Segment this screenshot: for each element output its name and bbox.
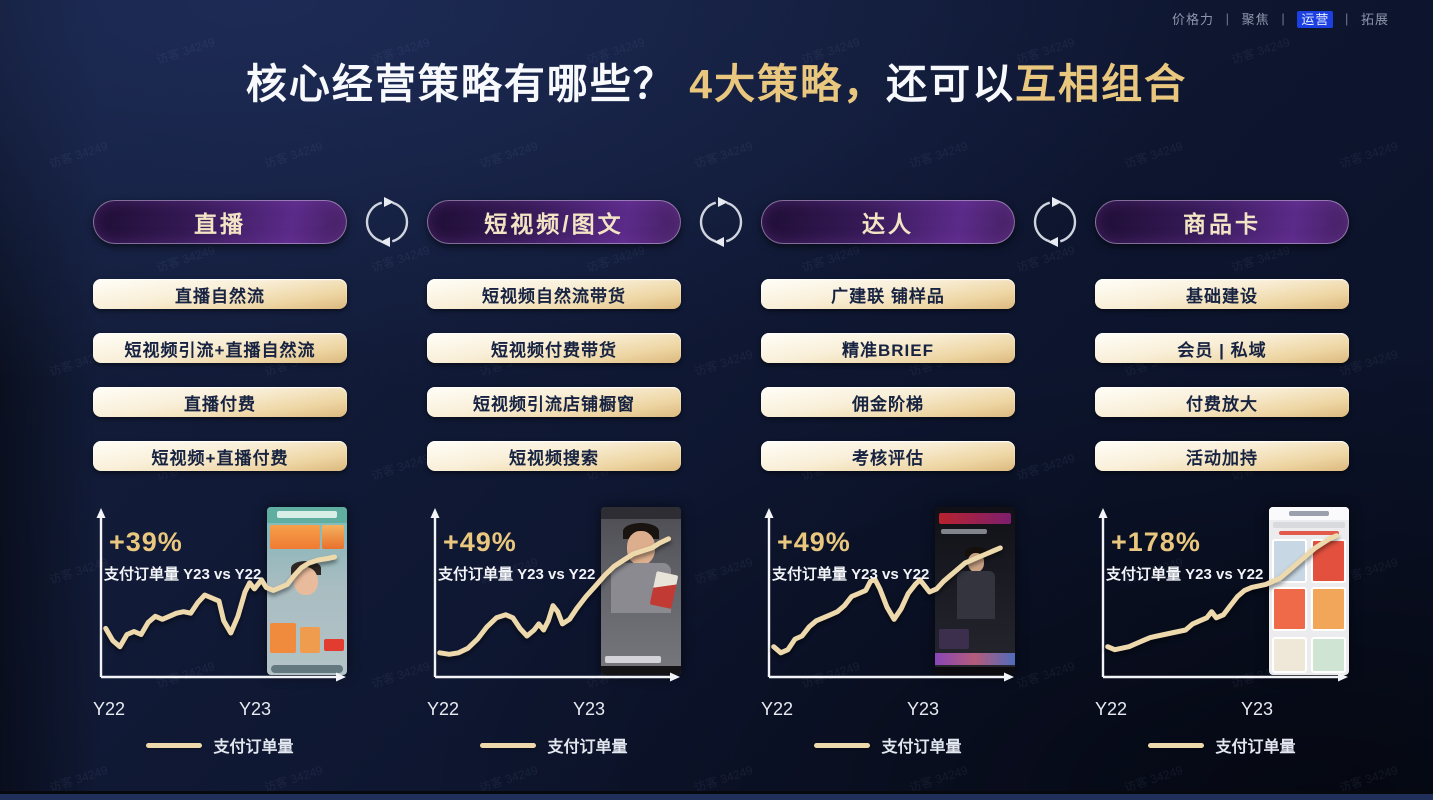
growth-chart-short-video: +49% 支付订单量 Y23 vs Y22 Y22 Y23 支付订单量: [427, 505, 681, 757]
growth-value: +178%: [1111, 527, 1201, 557]
line-chart: [96, 508, 346, 682]
chart-legend: 支付订单量: [93, 733, 347, 757]
strategy-button[interactable]: 短视频引流店铺橱窗: [427, 387, 681, 417]
legend-label: 支付订单量: [547, 739, 628, 756]
legend-label: 支付订单量: [1215, 739, 1296, 756]
nav-separator: |: [1225, 11, 1231, 26]
chart-subtitle: 支付订单量 Y23 vs Y22: [438, 566, 596, 583]
phone-screenshot-short-video: [601, 507, 681, 675]
title-segment: 核心经营策略有哪些？: [245, 61, 690, 107]
strategy-button[interactable]: 基础建设: [1095, 279, 1349, 309]
strategy-button[interactable]: 短视频引流+直播自然流: [93, 333, 347, 363]
growth-value: +39%: [109, 527, 183, 557]
strategy-button[interactable]: 直播付费: [93, 387, 347, 417]
legend-line-swatch: [1148, 742, 1205, 748]
column-header-short-video: 短视频/图文: [427, 200, 681, 244]
tick-y22: Y22: [1095, 699, 1128, 719]
growth-chart-live: +39% 支付订单量 Y23 vs Y22 Y22 Y23 支付订单量: [93, 505, 347, 757]
title-segment-highlight: 4大策略，: [689, 61, 887, 107]
title-segment-highlight: 互相组合: [1015, 61, 1188, 107]
growth-value: +49%: [777, 527, 851, 557]
chart-legend: 支付订单量: [427, 733, 681, 757]
legend-label: 支付订单量: [213, 739, 294, 756]
tick-y22: Y22: [761, 699, 794, 719]
column-product-card: 商品卡 基础建设 会员 | 私域 付费放大 活动加持 +178% 支付订单量 Y…: [1095, 200, 1349, 757]
column-header-live: 直播: [93, 200, 347, 244]
strategy-button[interactable]: 短视频自然流带货: [427, 279, 681, 309]
chart-subtitle: 支付订单量 Y23 vs Y22: [772, 566, 930, 583]
nav-item-expand[interactable]: 拓展: [1360, 12, 1389, 27]
phone-screenshot-influencer-live: [935, 507, 1015, 675]
tick-y23: Y23: [1241, 699, 1274, 719]
cycle-arrows-icon: [1033, 197, 1077, 247]
tick-y22: Y22: [427, 699, 460, 719]
nav-separator: |: [1344, 11, 1350, 26]
line-chart: [764, 508, 1014, 682]
chart-subtitle: 支付订单量 Y23 vs Y22: [1106, 566, 1264, 583]
tick-y23: Y23: [239, 699, 272, 719]
strategy-list: 直播自然流 短视频引流+直播自然流 直播付费 短视频+直播付费: [93, 279, 347, 471]
strategy-button[interactable]: 会员 | 私域: [1095, 333, 1349, 363]
column-live: 直播 直播自然流 短视频引流+直播自然流 直播付费 短视频+直播付费 +39% …: [93, 200, 347, 757]
legend-line-swatch: [480, 742, 537, 748]
section-nav: 价格力 | 聚焦 | 运营 | 拓展: [1172, 9, 1389, 28]
phone-screenshot-livestream: [267, 507, 347, 675]
nav-item-price[interactable]: 价格力: [1172, 12, 1215, 27]
cycle-arrows-icon: [699, 197, 743, 247]
legend-line-swatch: [146, 742, 203, 748]
strategy-button[interactable]: 佣金阶梯: [761, 387, 1015, 417]
tick-y23: Y23: [907, 699, 940, 719]
chart-subtitle: 支付订单量 Y23 vs Y22: [104, 566, 262, 583]
legend-line-swatch: [814, 742, 871, 748]
strategy-button[interactable]: 短视频付费带货: [427, 333, 681, 363]
phone-screenshot-product-feed: [1269, 507, 1349, 675]
strategy-button[interactable]: 短视频搜索: [427, 441, 681, 471]
legend-label: 支付订单量: [881, 739, 962, 756]
strategy-button[interactable]: 精准BRIEF: [761, 333, 1015, 363]
strategy-button[interactable]: 广建联 铺样品: [761, 279, 1015, 309]
strategy-button[interactable]: 短视频+直播付费: [93, 441, 347, 471]
column-short-video: 短视频/图文 短视频自然流带货 短视频付费带货 短视频引流店铺橱窗 短视频搜索 …: [427, 200, 681, 757]
growth-chart-influencer: +49% 支付订单量 Y23 vs Y22 Y22 Y23 支付订单量: [761, 505, 1015, 757]
nav-separator: |: [1281, 11, 1286, 26]
nav-item-focus[interactable]: 聚焦: [1241, 12, 1270, 27]
strategy-button[interactable]: 直播自然流: [93, 279, 347, 309]
strategy-button[interactable]: 考核评估: [761, 441, 1015, 471]
column-header-influencer: 达人: [761, 200, 1015, 244]
growth-chart-product-card: +178% 支付订单量 Y23 vs Y22 Y22 Y23 支付订单量: [1095, 505, 1349, 757]
cycle-arrows-icon: [365, 197, 409, 247]
nav-item-operation-active[interactable]: 运营: [1297, 11, 1334, 28]
line-chart: [430, 508, 680, 682]
column-influencer: 达人 广建联 铺样品 精准BRIEF 佣金阶梯 考核评估 +49% 支付订单量 …: [761, 200, 1015, 757]
strategy-list: 短视频自然流带货 短视频付费带货 短视频引流店铺橱窗 短视频搜索: [427, 279, 681, 471]
tick-y23: Y23: [573, 699, 606, 719]
chart-legend: 支付订单量: [1095, 733, 1349, 757]
strategy-button[interactable]: 付费放大: [1095, 387, 1349, 417]
growth-value: +49%: [443, 527, 517, 557]
strategy-list: 广建联 铺样品 精准BRIEF 佣金阶梯 考核评估: [761, 279, 1015, 471]
strategy-board: 直播 直播自然流 短视频引流+直播自然流 直播付费 短视频+直播付费 +39% …: [93, 197, 1349, 757]
chart-legend: 支付订单量: [761, 733, 1015, 757]
line-chart: [1098, 508, 1348, 682]
strategy-list: 基础建设 会员 | 私域 付费放大 活动加持: [1095, 279, 1349, 471]
strategy-button[interactable]: 活动加持: [1095, 441, 1349, 471]
page-title: 核心经营策略有哪些？ 4大策略，还可以互相组合: [0, 50, 1433, 110]
column-header-product-card: 商品卡: [1095, 200, 1349, 244]
tick-y22: Y22: [93, 699, 126, 719]
player-progress-strip[interactable]: [0, 791, 1433, 800]
title-segment: 还可以: [886, 61, 1016, 107]
